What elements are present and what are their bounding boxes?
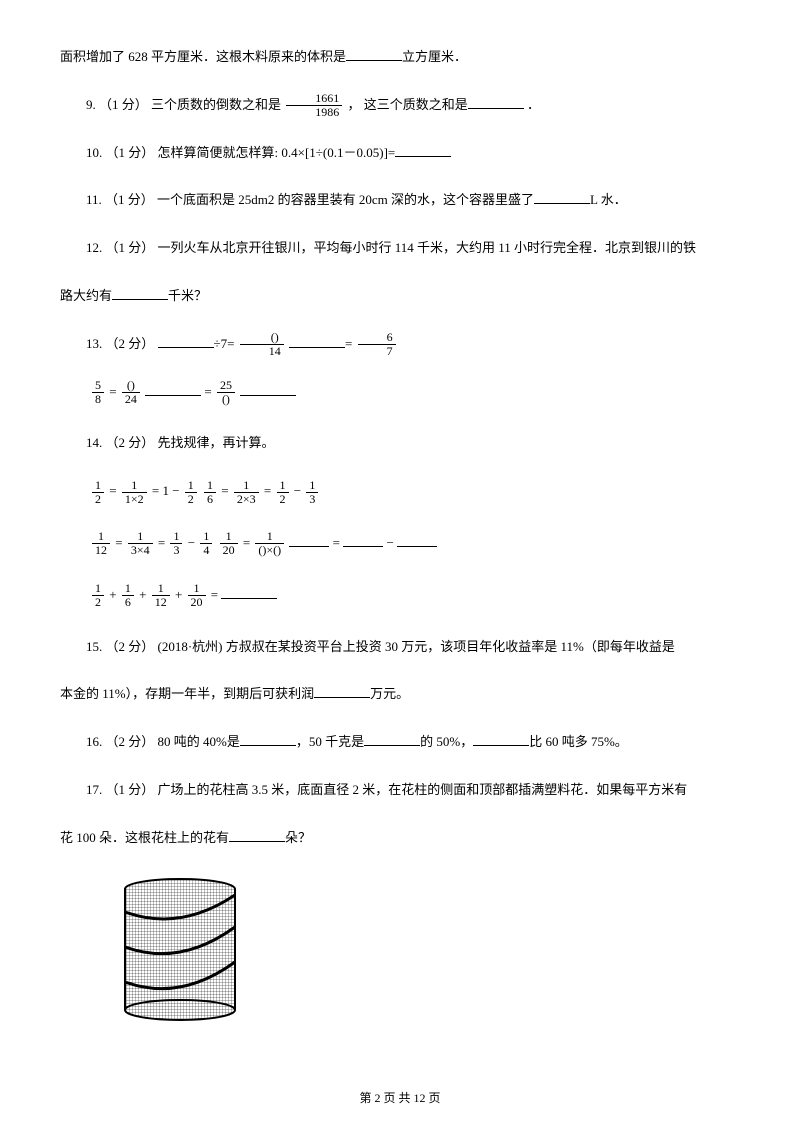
q8-continuation: 面积增加了 628 平方厘米．这根木料原来的体积是 立方厘米．: [60, 40, 740, 74]
blank: [112, 286, 168, 300]
q12-cont: 路大约有 千米？: [60, 279, 740, 313]
q14: 14. （2 分） 先找规律，再计算。: [60, 426, 740, 460]
q17-cont: 花 100 朵．这根花柱上的花有 朵？: [60, 821, 740, 855]
frac: 14: [200, 530, 212, 557]
frac: 112: [152, 582, 170, 609]
q16-b: ，50 千克是: [296, 734, 364, 749]
eq: =: [345, 336, 352, 351]
q12-l2b: 千米？: [168, 288, 207, 303]
blank: [364, 732, 420, 746]
q11: 11. （1 分） 一个底面积是 25dm2 的容器里装有 20cm 深的水，这…: [60, 183, 740, 217]
eq14b: 112 = 13×4 = 13 − 14 120 = 1()×() = −: [90, 526, 740, 560]
blank: [240, 732, 296, 746]
blank: [314, 684, 370, 698]
frac: 120: [188, 582, 206, 609]
blank: [240, 382, 296, 396]
frac: 12: [92, 479, 104, 506]
frac: 16: [204, 479, 216, 506]
frac: ()14: [240, 331, 284, 358]
blank: [221, 585, 277, 599]
frac: ()24: [122, 379, 140, 406]
blank: [229, 828, 285, 842]
blank: [397, 533, 437, 547]
q10: 10. （1 分） 怎样算简便就怎样算: 0.4×[1÷(0.1－0.05)]=: [60, 136, 740, 170]
blank: [145, 382, 201, 396]
frac: 12: [185, 479, 197, 506]
q9-frac: 16611986: [286, 92, 342, 119]
q15-cont: 本金的 11%），存期一年半，到期后可获利润 万元。: [60, 677, 740, 711]
q8-text: 面积增加了 628 平方厘米．这根木料原来的体积是: [60, 49, 346, 64]
q17-l2b: 朵？: [285, 830, 311, 845]
footer-text: 第 2 页 共 12 页: [359, 1091, 440, 1105]
q16-d: 比 60 吨多 75%。: [529, 734, 628, 749]
q9-mid: ， 这三个质数之和是: [348, 97, 468, 112]
frac: 13: [306, 479, 318, 506]
q8-unit: 立方厘米．: [402, 49, 467, 64]
frac: 112: [92, 530, 110, 557]
frac: 16: [122, 582, 134, 609]
q11-suffix: L 水．: [590, 192, 627, 207]
page-content: 面积增加了 628 平方厘米．这根木料原来的体积是 立方厘米． 9. （1 分） …: [0, 0, 800, 1054]
blank: [473, 732, 529, 746]
q17: 17. （1 分） 广场上的花柱高 3.5 米，底面直径 2 米，在花柱的侧面和…: [60, 773, 740, 807]
q17-l2a: 花 100 朵．这根花柱上的花有: [60, 830, 229, 845]
q9-prefix: 9. （1 分） 三个质数的倒数之和是: [86, 97, 281, 112]
eq14c: 12 + 16 + 112 + 120 =: [90, 578, 740, 612]
blank: [289, 533, 329, 547]
q12-line1: 12. （1 分） 一列火车从北京开往银川，平均每小时行 114 千米，大约用 …: [86, 240, 696, 255]
q13-div: ÷7=: [214, 336, 235, 351]
blank: [343, 533, 383, 547]
page-footer: 第 2 页 共 12 页: [0, 1089, 800, 1106]
q9: 9. （1 分） 三个质数的倒数之和是 16611986 ， 这三个质数之和是 …: [60, 88, 740, 122]
q13: 13. （2 分） ÷7= ()14 = 67: [60, 327, 740, 361]
frac: 25(): [217, 379, 235, 406]
blank: [289, 334, 345, 348]
blank: [468, 95, 524, 109]
q12-l2a: 路大约有: [60, 288, 112, 303]
q9-end: ．: [524, 97, 540, 112]
frac: 12: [92, 582, 104, 609]
frac: 120: [220, 530, 238, 557]
q15-line1: 15. （2 分） (2018·杭州) 方叔叔在某投资平台上投资 30 万元，该…: [86, 639, 675, 654]
q10-text: 10. （1 分） 怎样算简便就怎样算: 0.4×[1÷(0.1－0.05)]=: [86, 145, 395, 160]
q13-prefix: 13. （2 分）: [86, 336, 158, 351]
frac: 58: [92, 379, 104, 406]
eq: =: [204, 384, 211, 399]
q15-l2b: 万元。: [370, 686, 409, 701]
blank: [395, 143, 451, 157]
q16: 16. （2 分） 80 吨的 40%是 ，50 千克是 的 50%， 比 60 吨多…: [60, 725, 740, 759]
frac: 13×4: [128, 530, 153, 557]
frac: 12×3: [234, 479, 259, 506]
blank: [346, 47, 402, 61]
q12: 12. （1 分） 一列火车从北京开往银川，平均每小时行 114 千米，大约用 …: [60, 231, 740, 265]
q14-prefix: 14. （2 分） 先找规律，再计算。: [86, 435, 275, 450]
frac: 13: [170, 530, 182, 557]
q15-l2a: 本金的 11%），存期一年半，到期后可获利润: [60, 686, 314, 701]
q17-line1: 17. （1 分） 广场上的花柱高 3.5 米，底面直径 2 米，在花柱的侧面和…: [86, 782, 687, 797]
eq: =: [109, 384, 116, 399]
blank: [534, 190, 590, 204]
frac: 1()×(): [255, 530, 284, 557]
q16-a: 16. （2 分） 80 吨的 40%是: [86, 734, 240, 749]
q13-line2: 58 = ()24 = 25(): [90, 375, 740, 409]
eq14a: 12 = 11×2 = 1 − 12 16 = 12×3 = 12 − 13: [90, 474, 740, 508]
cylinder-icon: [120, 877, 240, 1022]
frac: 67: [358, 331, 396, 358]
frac: 12: [277, 479, 289, 506]
q15: 15. （2 分） (2018·杭州) 方叔叔在某投资平台上投资 30 万元，该…: [60, 630, 740, 664]
blank: [158, 334, 214, 348]
q16-c: 的 50%，: [420, 734, 473, 749]
q11-prefix: 11. （1 分） 一个底面积是 25dm2 的容器里装有 20cm 深的水，这…: [86, 192, 534, 207]
frac: 11×2: [122, 479, 147, 506]
